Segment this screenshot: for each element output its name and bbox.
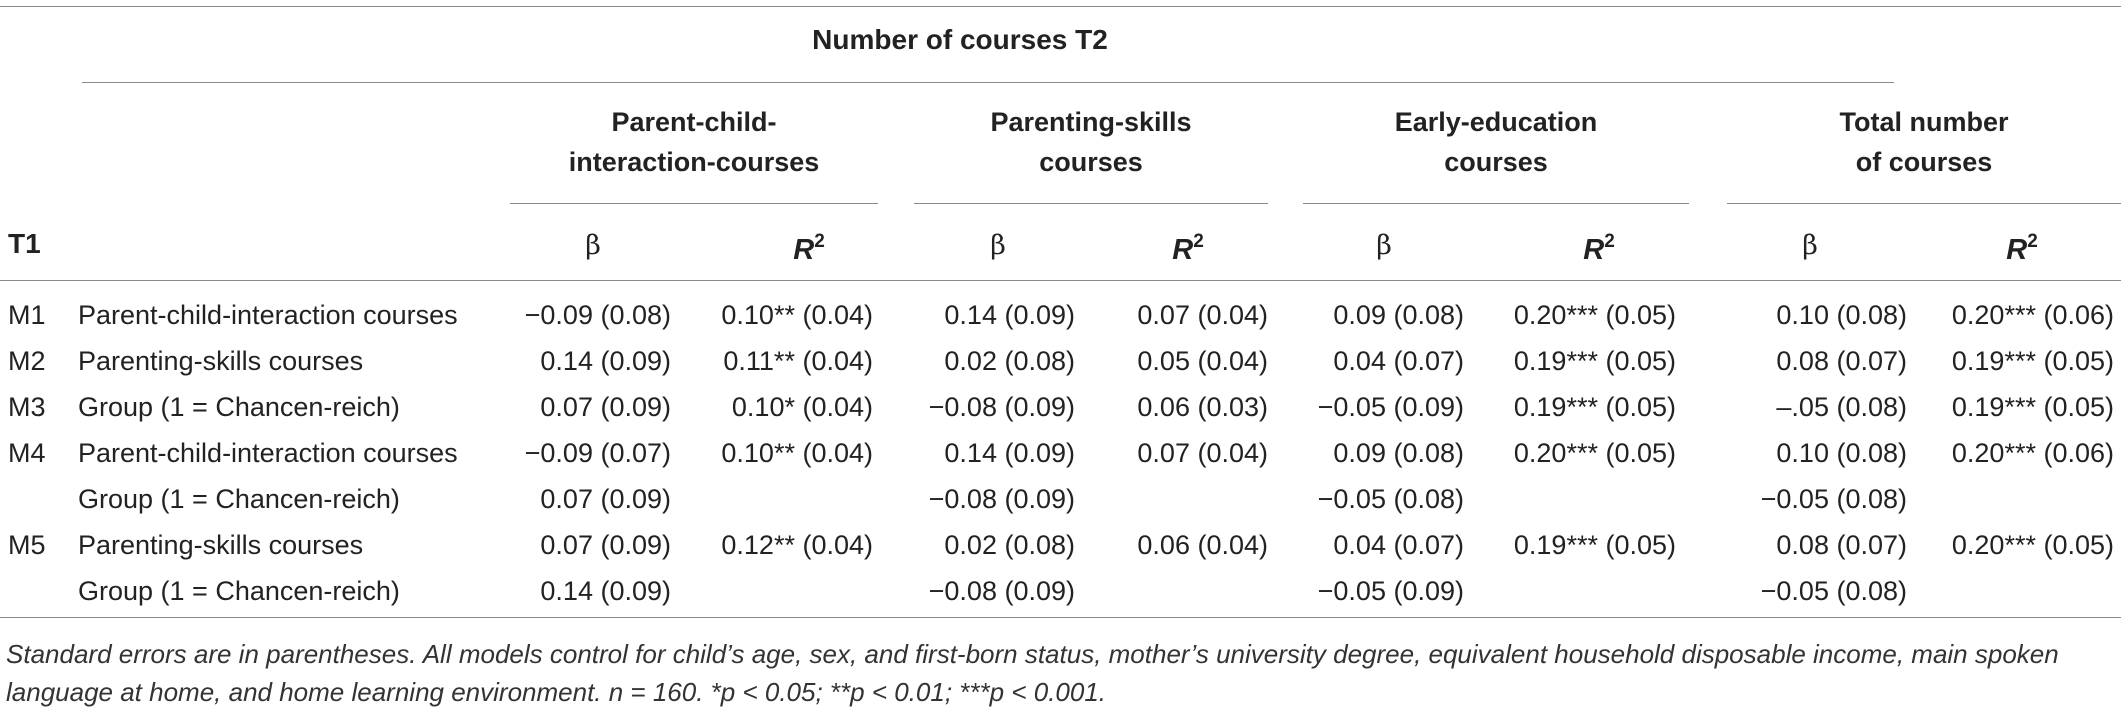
beta-cell: 0.14 (0.09) bbox=[944, 300, 1075, 330]
header-bottom-rule bbox=[0, 280, 2121, 281]
model-label: M5 bbox=[8, 530, 46, 560]
predictor-label: Parenting-skills courses bbox=[78, 346, 364, 376]
spanner-rule bbox=[82, 82, 1894, 83]
beta-cell: −0.08 (0.09) bbox=[928, 392, 1075, 422]
beta-cell: 0.09 (0.08) bbox=[1333, 300, 1464, 330]
predictor-label: Group (1 = Chancen-reich) bbox=[78, 484, 400, 514]
group-header-total: Total number of courses bbox=[1839, 107, 2009, 177]
beta-cell: 0.09 (0.08) bbox=[1333, 438, 1464, 468]
beta-cell: −0.05 (0.09) bbox=[1317, 392, 1464, 422]
beta-cell: −0.05 (0.08) bbox=[1317, 484, 1464, 514]
spanning-header: Number of courses T2 bbox=[812, 24, 1108, 55]
model-label: M1 bbox=[8, 300, 46, 330]
table-footnote: Standard errors are in parentheses. All … bbox=[6, 639, 2059, 707]
beta-cell: 0.10 (0.08) bbox=[1776, 438, 1907, 468]
r-squared-cell: 0.06 (0.04) bbox=[1137, 530, 1268, 560]
r-squared-letter: R bbox=[1583, 234, 1605, 266]
group-header-parenting-skills: Parenting-skills courses bbox=[990, 107, 1192, 177]
r-squared-cell: 0.10** (0.04) bbox=[721, 438, 873, 468]
beta-cell: 0.02 (0.08) bbox=[944, 346, 1075, 376]
beta-header: β bbox=[1376, 230, 1392, 261]
r-squared-cell: 0.19*** (0.05) bbox=[1951, 392, 2114, 422]
beta-cell: −0.05 (0.08) bbox=[1760, 576, 1907, 606]
beta-cell: −0.08 (0.09) bbox=[928, 484, 1075, 514]
beta-cell: 0.14 (0.09) bbox=[540, 576, 671, 606]
r-squared-cell: 0.20*** (0.05) bbox=[1951, 530, 2114, 560]
r-squared-header: R2 bbox=[769, 226, 849, 266]
r-squared-cell: 0.07 (0.04) bbox=[1137, 300, 1268, 330]
top-rule bbox=[0, 6, 2121, 7]
r-squared-header: R2 bbox=[1148, 226, 1228, 266]
predictor-label: Group (1 = Chancen-reich) bbox=[78, 576, 400, 606]
group-rule-3 bbox=[1303, 203, 1689, 204]
beta-header: β bbox=[1802, 230, 1818, 261]
r-squared-superscript: 2 bbox=[2027, 231, 2038, 252]
r-squared-cell: 0.19*** (0.05) bbox=[1513, 530, 1676, 560]
beta-cell: 0.07 (0.09) bbox=[540, 484, 671, 514]
beta-cell: −0.08 (0.09) bbox=[928, 576, 1075, 606]
predictor-label: Parenting-skills courses bbox=[78, 530, 364, 560]
r-squared-cell: 0.20*** (0.06) bbox=[1951, 438, 2114, 468]
predictor-label: Parent-child-interaction courses bbox=[78, 300, 458, 330]
r-squared-letter: R bbox=[1172, 234, 1194, 266]
r-squared-cell: 0.20*** (0.05) bbox=[1513, 300, 1676, 330]
group-rule-2 bbox=[914, 203, 1268, 204]
table-bottom-rule bbox=[0, 617, 2121, 618]
model-label: M4 bbox=[8, 438, 46, 468]
r-squared-superscript: 2 bbox=[1193, 231, 1204, 252]
r-squared-cell: 0.19*** (0.05) bbox=[1513, 346, 1676, 376]
beta-cell: 0.10 (0.08) bbox=[1776, 300, 1907, 330]
group-rule-1 bbox=[510, 203, 878, 204]
beta-cell: −0.09 (0.07) bbox=[524, 438, 671, 468]
beta-cell: 0.02 (0.08) bbox=[944, 530, 1075, 560]
group-rule-4 bbox=[1727, 203, 2121, 204]
r-squared-cell: 0.11** (0.04) bbox=[723, 346, 873, 376]
group-header-parent-child: Parent-child- interaction-courses bbox=[568, 107, 820, 177]
r-squared-cell: 0.10** (0.04) bbox=[721, 300, 873, 330]
predictor-label: Group (1 = Chancen-reich) bbox=[78, 392, 400, 422]
beta-header: β bbox=[585, 230, 601, 261]
r-squared-cell: 0.19*** (0.05) bbox=[1513, 392, 1676, 422]
r-squared-letter: R bbox=[2006, 234, 2028, 266]
beta-cell: 0.14 (0.09) bbox=[540, 346, 671, 376]
r-squared-cell: 0.19*** (0.05) bbox=[1951, 346, 2114, 376]
r-squared-cell: 0.06 (0.03) bbox=[1137, 392, 1268, 422]
beta-cell: −0.05 (0.09) bbox=[1317, 576, 1464, 606]
model-label: M3 bbox=[8, 392, 46, 422]
r-squared-cell: 0.05 (0.04) bbox=[1137, 346, 1268, 376]
r-squared-superscript: 2 bbox=[814, 231, 825, 252]
beta-cell: 0.07 (0.09) bbox=[540, 530, 671, 560]
r-squared-letter: R bbox=[793, 234, 815, 266]
beta-cell: −0.05 (0.08) bbox=[1760, 484, 1907, 514]
r-squared-cell: 0.07 (0.04) bbox=[1137, 438, 1268, 468]
r-squared-header: R2 bbox=[1982, 226, 2062, 266]
r-squared-cell: 0.20*** (0.05) bbox=[1513, 438, 1676, 468]
r-squared-cell: 0.10* (0.04) bbox=[731, 392, 873, 422]
beta-cell: −0.09 (0.08) bbox=[524, 300, 671, 330]
beta-cell: 0.14 (0.09) bbox=[944, 438, 1075, 468]
r-squared-cell: 0.12** (0.04) bbox=[721, 530, 873, 560]
beta-cell: 0.07 (0.09) bbox=[540, 392, 671, 422]
r-squared-superscript: 2 bbox=[1604, 231, 1615, 252]
beta-header: β bbox=[990, 230, 1006, 261]
model-label: M2 bbox=[8, 346, 46, 376]
row-header-t1: T1 bbox=[8, 228, 41, 259]
r-squared-header: R2 bbox=[1559, 226, 1639, 266]
beta-cell: 0.04 (0.07) bbox=[1333, 346, 1464, 376]
group-header-early-education: Early-education courses bbox=[1394, 107, 1598, 177]
predictor-label: Parent-child-interaction courses bbox=[78, 438, 458, 468]
r-squared-cell: 0.20*** (0.06) bbox=[1951, 300, 2114, 330]
beta-cell: 0.04 (0.07) bbox=[1333, 530, 1464, 560]
beta-cell: –.05 (0.08) bbox=[1776, 392, 1907, 422]
beta-cell: 0.08 (0.07) bbox=[1776, 530, 1907, 560]
beta-cell: 0.08 (0.07) bbox=[1776, 346, 1907, 376]
